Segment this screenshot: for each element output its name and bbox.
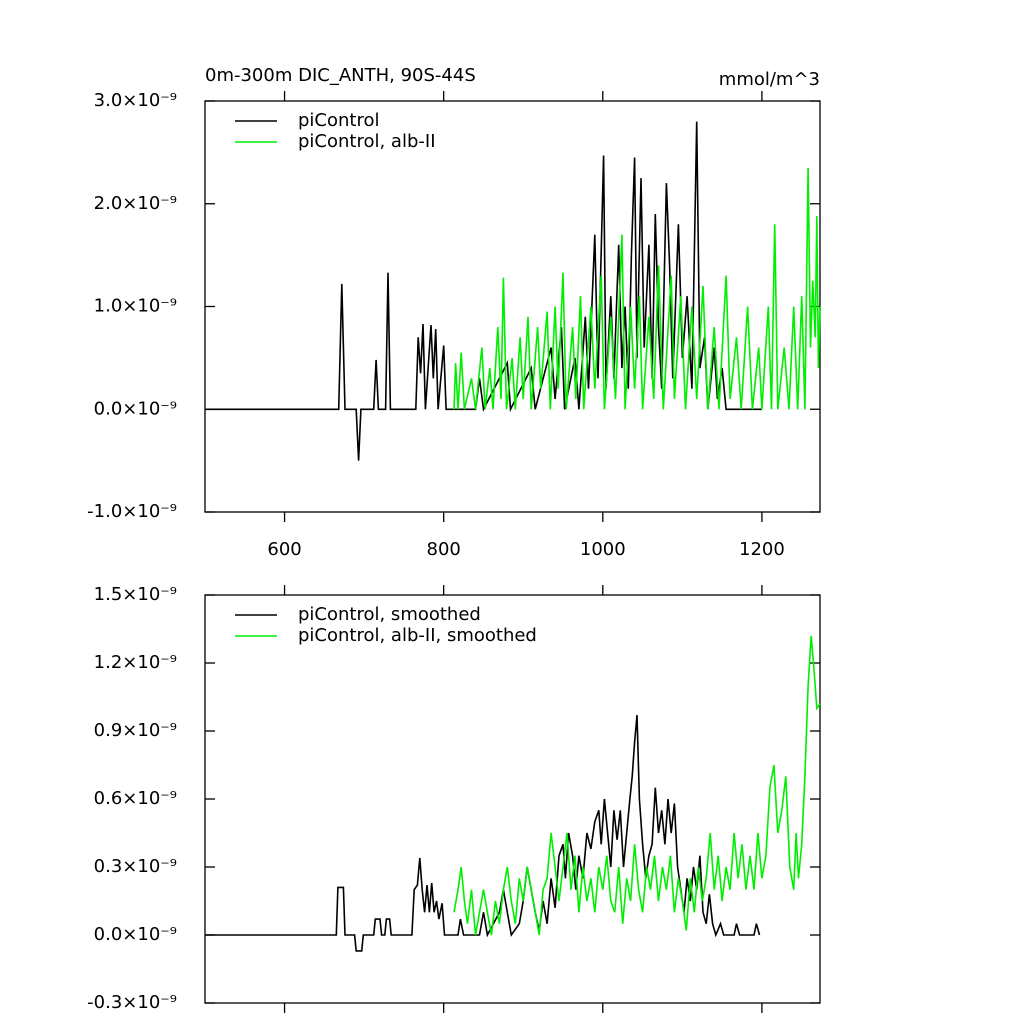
legend-label: piControl, alb-II — [298, 131, 436, 152]
legend-label: piControl, alb-II, smoothed — [298, 625, 537, 646]
y-tick-label: 2.0×10⁻⁹ — [94, 193, 177, 214]
y-tick-label: 0.6×10⁻⁹ — [94, 788, 177, 809]
legend-label: piControl, smoothed — [298, 604, 481, 625]
y-tick-label: -0.3×10⁻⁹ — [87, 992, 177, 1013]
y-tick-label: 3.0×10⁻⁹ — [94, 90, 177, 111]
x-tick-label: 1200 — [739, 539, 785, 560]
y-tick-label: 0.0×10⁻⁹ — [94, 398, 177, 419]
chart-title: 0m-300m DIC_ANTH, 90S-44S — [205, 65, 476, 86]
y-tick-label: 0.9×10⁻⁹ — [94, 720, 177, 741]
y-tick-label: 1.0×10⁻⁹ — [94, 296, 177, 317]
y-tick-label: 0.3×10⁻⁹ — [94, 856, 177, 877]
y-tick-label: 1.5×10⁻⁹ — [94, 584, 177, 605]
x-tick-label: 1000 — [580, 539, 626, 560]
series-line — [453, 167, 821, 410]
x-tick-label: 800 — [427, 539, 461, 560]
plot-frame — [204, 594, 821, 1004]
unit-label: mmol/m^3 — [719, 69, 820, 90]
y-tick-label: 0.0×10⁻⁹ — [94, 924, 177, 945]
series-line — [205, 715, 761, 952]
y-tick-label: -1.0×10⁻⁹ — [87, 501, 177, 522]
legend-label: piControl — [298, 110, 380, 131]
series-line — [205, 121, 762, 461]
x-tick-label: 600 — [267, 539, 301, 560]
series-line — [453, 635, 821, 936]
y-tick-label: 1.2×10⁻⁹ — [94, 652, 177, 673]
